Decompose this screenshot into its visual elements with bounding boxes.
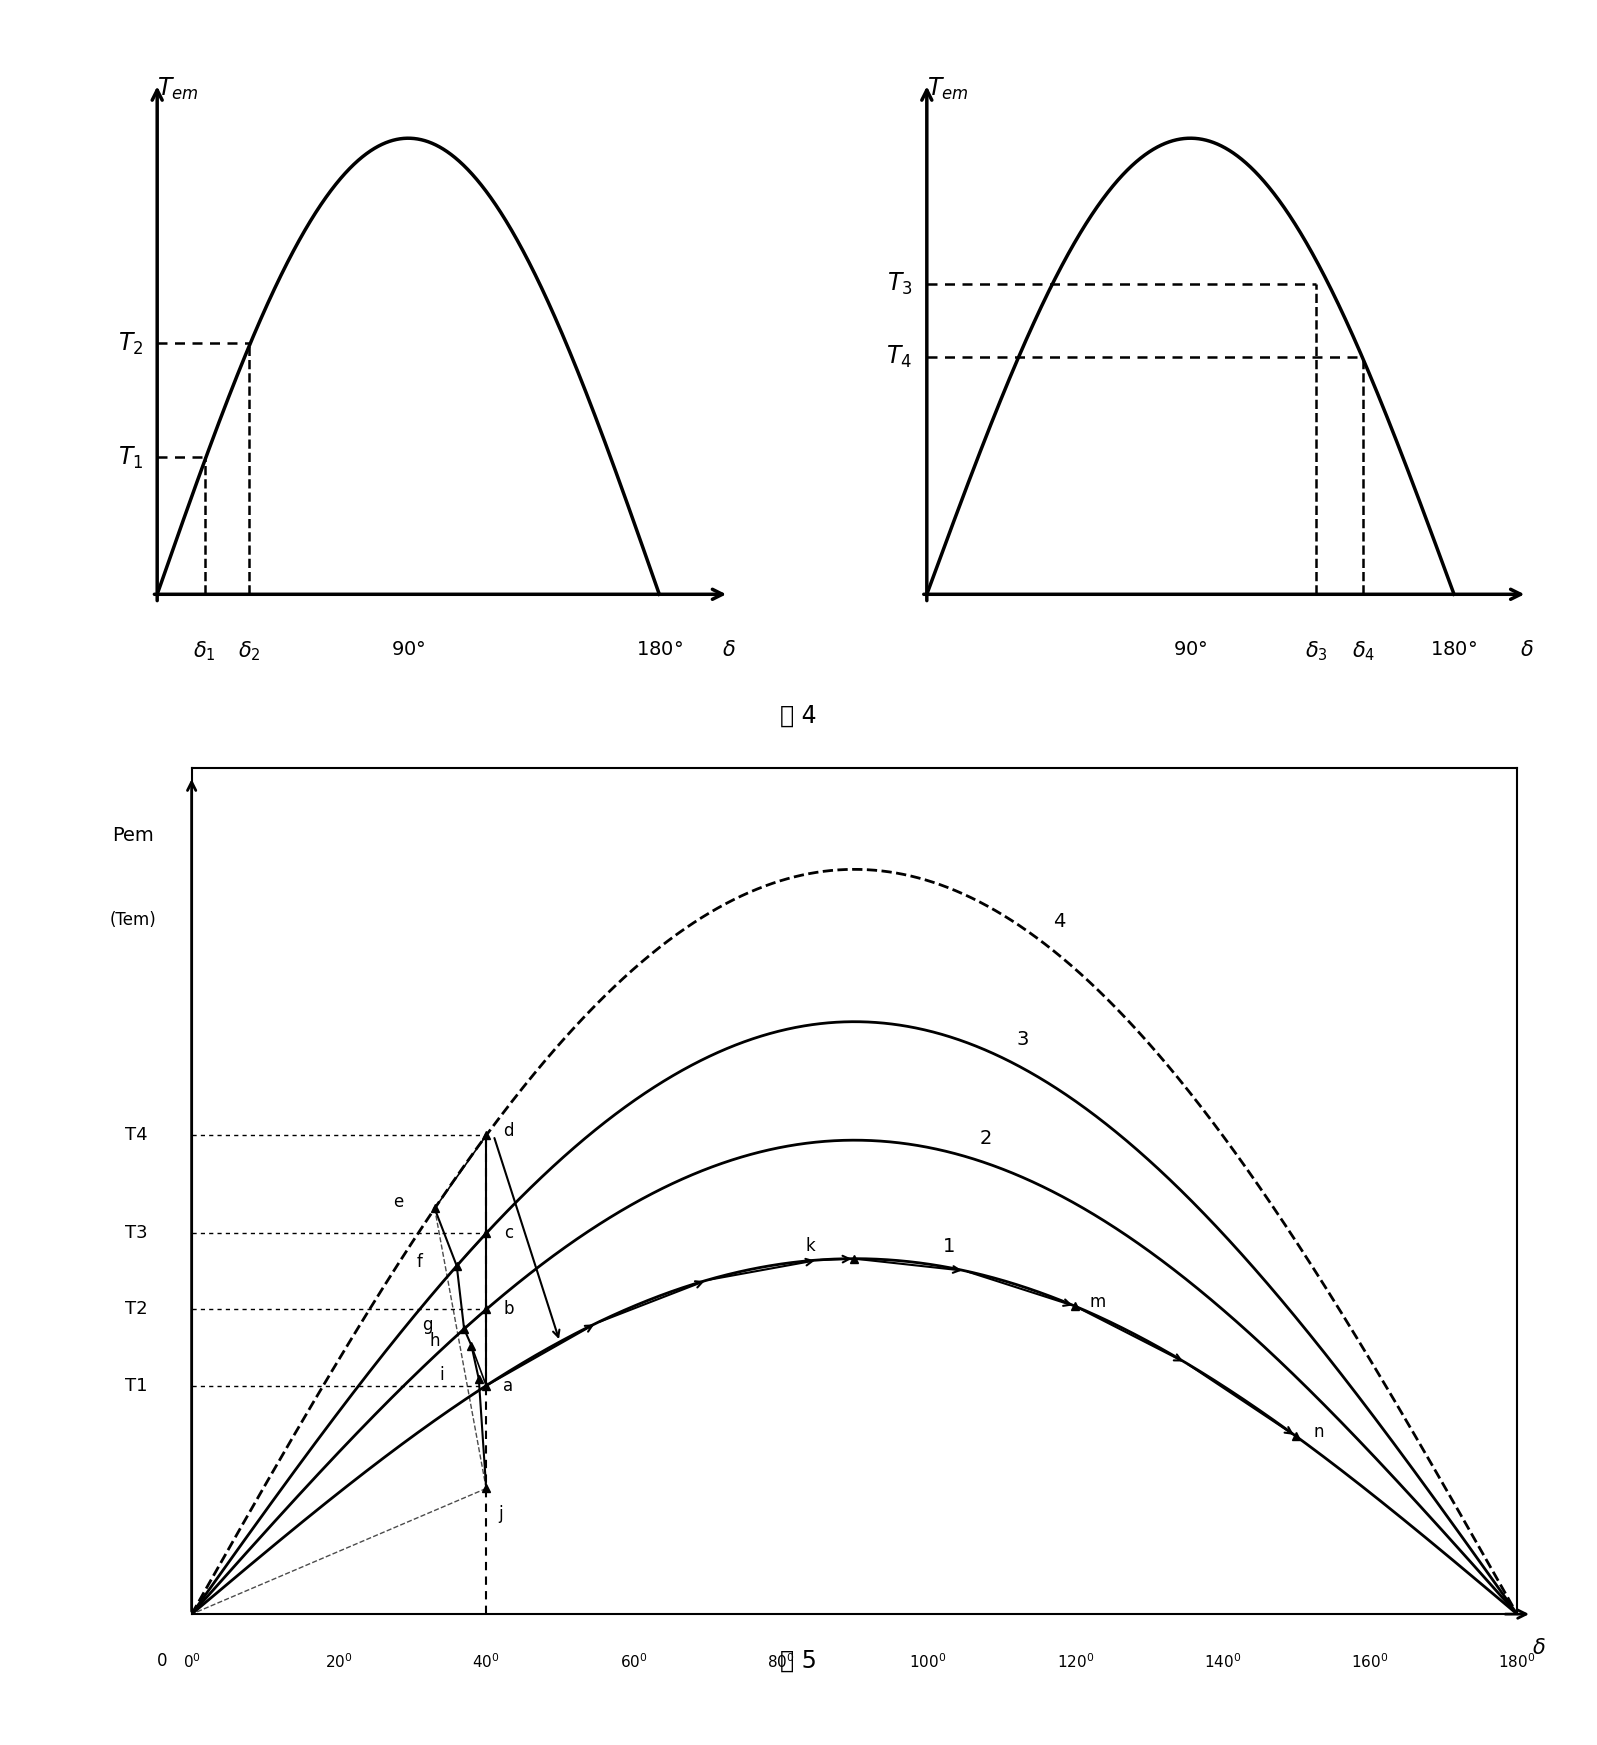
Text: f: f — [417, 1253, 423, 1270]
Text: $\delta$: $\delta$ — [1533, 1639, 1546, 1658]
Text: Pem: Pem — [112, 825, 153, 845]
Text: T2: T2 — [125, 1300, 147, 1319]
Text: $T_4$: $T_4$ — [886, 344, 912, 370]
Text: 160$^0$: 160$^0$ — [1351, 1653, 1388, 1672]
Text: $90°$: $90°$ — [391, 640, 425, 660]
Text: 40$^0$: 40$^0$ — [473, 1653, 500, 1672]
Text: 2: 2 — [979, 1129, 992, 1148]
Text: $\delta$: $\delta$ — [1520, 640, 1535, 660]
Text: $T_1$: $T_1$ — [118, 445, 144, 471]
Text: 1: 1 — [942, 1237, 955, 1256]
Text: T1: T1 — [125, 1377, 147, 1394]
Text: d: d — [503, 1122, 514, 1139]
Text: $\delta_1$: $\delta_1$ — [193, 640, 216, 663]
Text: i: i — [439, 1366, 444, 1384]
Text: 3: 3 — [1016, 1030, 1028, 1049]
Text: 60$^0$: 60$^0$ — [620, 1653, 647, 1672]
Text: $T_{em}$: $T_{em}$ — [926, 75, 968, 101]
Text: 120$^0$: 120$^0$ — [1057, 1653, 1094, 1672]
Text: $\delta_2$: $\delta_2$ — [238, 640, 260, 663]
Text: $T_2$: $T_2$ — [118, 330, 144, 356]
Text: $\delta_4$: $\delta_4$ — [1351, 640, 1375, 663]
Text: 0$^0$: 0$^0$ — [182, 1653, 201, 1672]
Text: b: b — [503, 1300, 514, 1319]
Text: $T_{em}$: $T_{em}$ — [157, 75, 198, 101]
Text: h: h — [430, 1333, 439, 1351]
Text: 4: 4 — [1052, 911, 1065, 930]
Text: (Tem): (Tem) — [109, 911, 157, 928]
Text: g: g — [422, 1316, 433, 1333]
Text: a: a — [503, 1377, 513, 1394]
Text: e: e — [393, 1194, 402, 1211]
Text: 图 5: 图 5 — [779, 1649, 818, 1673]
Text: T4: T4 — [125, 1127, 147, 1145]
Text: 20$^0$: 20$^0$ — [326, 1653, 353, 1672]
Text: 80$^0$: 80$^0$ — [767, 1653, 795, 1672]
Text: n: n — [1313, 1424, 1324, 1441]
Text: T3: T3 — [125, 1225, 147, 1242]
Text: 140$^0$: 140$^0$ — [1204, 1653, 1241, 1672]
Text: $\delta$: $\delta$ — [722, 640, 736, 660]
Text: 图 4: 图 4 — [781, 703, 816, 728]
Text: $90°$: $90°$ — [1174, 640, 1207, 660]
Text: j: j — [498, 1504, 503, 1523]
Text: $T_3$: $T_3$ — [886, 270, 912, 297]
Text: 180$^0$: 180$^0$ — [1498, 1653, 1536, 1672]
Text: $180°$: $180°$ — [1431, 640, 1477, 660]
Text: 0: 0 — [157, 1653, 168, 1670]
Text: 100$^0$: 100$^0$ — [909, 1653, 947, 1672]
Text: m: m — [1089, 1293, 1105, 1310]
Text: $\delta_3$: $\delta_3$ — [1305, 640, 1327, 663]
Text: $180°$: $180°$ — [636, 640, 684, 660]
Text: c: c — [503, 1225, 513, 1242]
Text: k: k — [805, 1237, 814, 1255]
